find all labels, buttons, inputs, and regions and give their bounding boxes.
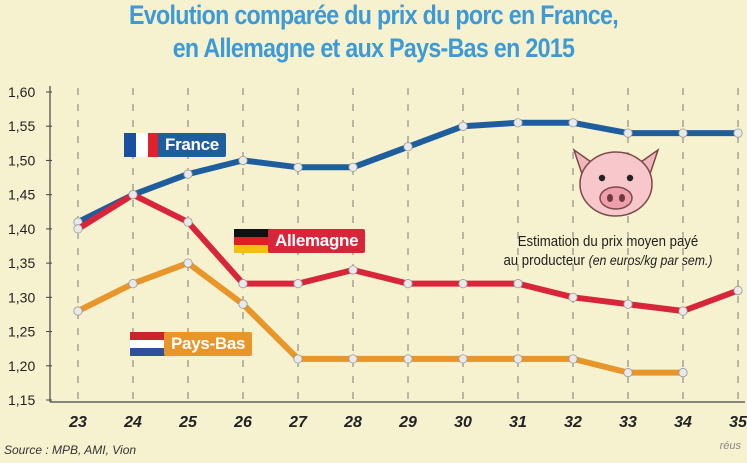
data-point: [513, 354, 523, 364]
x-tick-label: 32: [564, 414, 582, 431]
source-note: Source : MPB, AMI, Vion: [4, 443, 137, 457]
data-point: [623, 368, 633, 378]
data-point: [238, 279, 248, 289]
flag-stripe: [130, 332, 166, 340]
data-point: [293, 354, 303, 364]
chart-title-line-2: en Allemagne et aux Pays-Bas en 2015: [172, 33, 575, 63]
x-tick-label: 33: [619, 414, 637, 431]
data-point: [348, 354, 358, 364]
data-point: [458, 121, 468, 131]
y-tick-label: 1,20: [8, 358, 35, 374]
germany-flag-icon: [234, 229, 270, 253]
legend-label-france: France: [158, 133, 226, 157]
flag-stripe: [130, 348, 166, 356]
flag-stripe: [136, 133, 148, 157]
data-point: [568, 292, 578, 302]
legend-label-pays-bas: Pays-Bas: [164, 332, 253, 356]
data-point: [183, 217, 193, 227]
y-tick-label: 1,40: [8, 221, 35, 237]
flag-stripe: [234, 237, 270, 245]
series-line-pays-bas: [75, 260, 686, 376]
data-point: [403, 142, 413, 152]
data-point: [293, 279, 303, 289]
x-tick-label: 31: [509, 414, 527, 431]
data-point: [293, 162, 303, 172]
y-tick-label: 1,45: [8, 187, 35, 203]
netherlands-flag-icon: [130, 332, 166, 356]
data-point: [678, 306, 688, 316]
data-point: [568, 118, 578, 128]
data-point: [238, 299, 248, 309]
y-tick-label: 1,15: [8, 392, 35, 408]
data-point: [403, 279, 413, 289]
flag-stripe: [234, 245, 270, 253]
data-point: [128, 279, 138, 289]
data-point: [513, 118, 523, 128]
data-point: [238, 155, 248, 166]
note-line-2: au producteur (en euros/kg par sem.): [488, 251, 727, 270]
data-point: [183, 169, 193, 179]
data-point: [403, 354, 413, 364]
x-tick-label: 23: [68, 414, 87, 431]
y-tick-label: 1,55: [8, 118, 35, 134]
y-tick-label: 1,30: [8, 289, 35, 305]
credit-logo: réus: [719, 440, 741, 452]
data-point: [73, 224, 83, 234]
data-point: [678, 128, 688, 138]
chart-title-line-1: Evolution comparée du prix du porc en Fr…: [128, 0, 619, 30]
x-tick-label: 30: [454, 414, 472, 431]
x-tick-label: 28: [343, 414, 362, 431]
data-point: [623, 128, 633, 138]
flag-stripe: [124, 133, 136, 157]
note-unit: (en euros/kg par sem.): [588, 252, 713, 268]
y-tick-label: 1,25: [8, 324, 35, 340]
data-point: [458, 279, 468, 289]
note-line-1: Estimation du prix moyen payé: [517, 233, 699, 250]
data-point: [623, 299, 633, 309]
data-point: [513, 279, 523, 289]
x-tick-label: 25: [178, 414, 198, 431]
x-tick-label: 35: [729, 414, 747, 431]
y-tick-label: 1,35: [8, 255, 35, 271]
x-tick-label: 34: [674, 414, 692, 431]
note-line-2-text: au producteur: [503, 252, 585, 269]
data-point: [733, 128, 743, 138]
flag-stripe: [148, 133, 160, 157]
data-point: [568, 354, 578, 364]
data-point: [678, 368, 688, 378]
data-point: [348, 162, 358, 172]
x-tick-label: 27: [288, 414, 308, 431]
pig-icon: [572, 148, 660, 217]
legend-label-allemagne: Allemagne: [268, 229, 366, 253]
data-point: [183, 258, 193, 268]
data-point: [733, 285, 743, 296]
data-point: [73, 306, 83, 316]
data-point: [348, 265, 358, 275]
data-point: [128, 190, 138, 200]
y-tick-label: 1,60: [8, 84, 35, 100]
x-tick-label: 29: [398, 414, 417, 431]
y-tick-label: 1,50: [8, 152, 35, 168]
flag-stripe: [234, 229, 270, 237]
flag-stripe: [130, 340, 166, 348]
chart-note: Estimation du prix moyen payé au product…: [488, 232, 727, 270]
france-flag-icon: [124, 133, 160, 157]
x-tick-label: 26: [233, 414, 252, 431]
x-tick-label: 24: [123, 414, 142, 431]
data-point: [458, 354, 468, 364]
